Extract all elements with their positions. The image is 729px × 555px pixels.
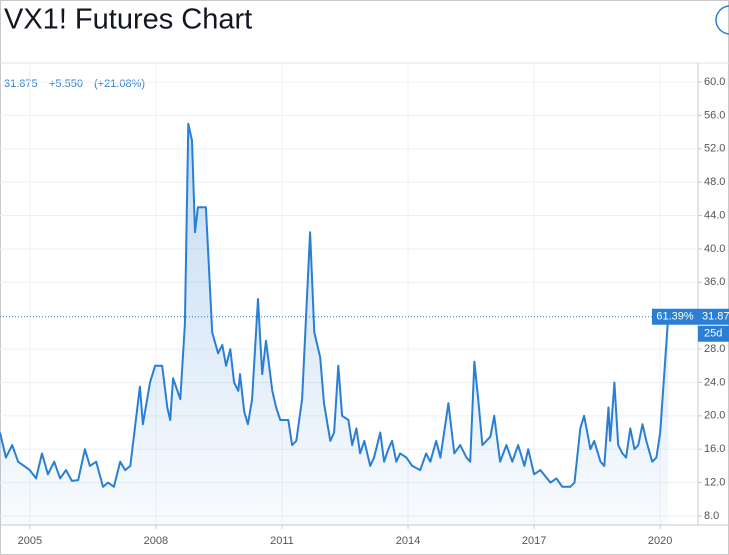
change-percent: (+21.08%): [94, 78, 145, 90]
y-tick-label: 44.0: [704, 209, 725, 221]
y-tick-label: 28.0: [704, 343, 725, 355]
x-tick-label: 2008: [144, 535, 168, 547]
chart-title: VX1! Futures Chart: [4, 4, 252, 36]
grid: [0, 65, 698, 525]
y-tick-label: 52.0: [704, 143, 725, 155]
y-tick-label: 48.0: [704, 176, 725, 188]
x-tick-label: 2017: [522, 535, 546, 547]
period-change: 61.39%: [656, 311, 694, 323]
last-value: 31.875: [4, 78, 38, 90]
area-fill: [0, 123, 669, 526]
y-tick-label: 40.0: [704, 243, 725, 255]
y-tick-label: 24.0: [704, 376, 725, 388]
countdown: 25d: [704, 328, 722, 340]
menu-icon[interactable]: [715, 5, 729, 35]
y-tick-label: 60.0: [704, 76, 725, 88]
change: +5.550: [49, 78, 83, 90]
x-tick-label: 2011: [270, 535, 294, 547]
line: [0, 122, 670, 488]
y-tick-label: 20.0: [704, 410, 725, 422]
y-tick-label: 16.0: [704, 443, 725, 455]
y-tick-label: 12.0: [704, 477, 725, 489]
y-tick-label: 8.0: [704, 510, 719, 522]
x-tick-label: 2005: [18, 535, 42, 547]
x-tick-label: 2014: [396, 535, 420, 547]
countdown-box: [698, 325, 729, 342]
y-tick-label: 56.0: [704, 109, 725, 121]
x-tick-label: 2020: [648, 535, 672, 547]
legend: 31.875 +5.550 (+21.08%): [4, 78, 145, 90]
price-label-box: [698, 308, 729, 325]
period-change-box: [652, 308, 698, 325]
y-tick-label: 36.0: [704, 276, 725, 288]
price-label: 31.875: [702, 311, 729, 323]
